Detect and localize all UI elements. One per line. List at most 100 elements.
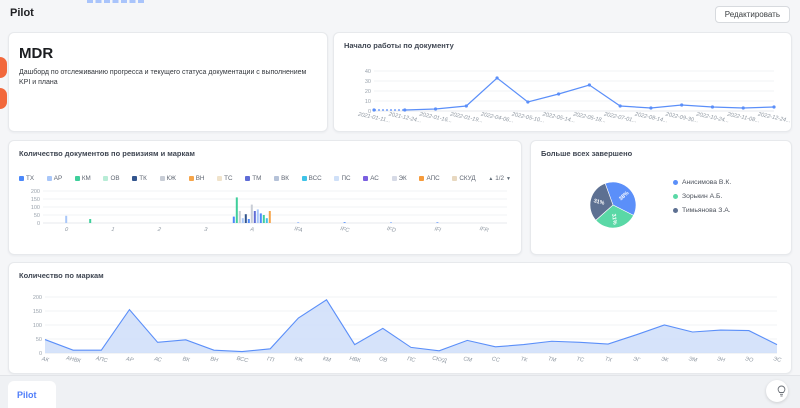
- y-tick-label: 50: [36, 337, 42, 343]
- legend-item[interactable]: АС: [363, 175, 379, 182]
- legend-label: АС: [370, 175, 379, 182]
- y-tick-label: 150: [31, 197, 40, 203]
- x-tick-label: 2022-08-14...: [633, 111, 668, 124]
- area-chart-title: Количество по маркам: [19, 271, 781, 280]
- x-tick-label: ВК: [182, 356, 191, 363]
- bar: [436, 222, 438, 223]
- x-tick-label: 2022-01-19...: [449, 111, 484, 124]
- legend-label: КЖ: [167, 175, 176, 182]
- left-edge-handle[interactable]: [0, 88, 7, 109]
- pie-chart-card: Больше всех завершено 38%31%31% Анисимов…: [530, 140, 792, 255]
- bar: [254, 211, 256, 223]
- legend-item[interactable]: АПС: [419, 175, 439, 182]
- bar: [236, 197, 238, 223]
- data-point: [619, 104, 622, 107]
- x-tick-label: ВСС: [236, 356, 250, 364]
- bar: [245, 214, 247, 223]
- x-tick-label: 2: [156, 227, 162, 234]
- legend-item[interactable]: КЖ: [160, 175, 176, 182]
- y-tick-label: 200: [31, 189, 40, 195]
- data-point: [403, 108, 406, 111]
- x-tick-label: ТМ: [547, 356, 557, 364]
- legend-page-up-icon[interactable]: ▲: [488, 176, 493, 182]
- x-tick-label: ЭН: [716, 356, 726, 364]
- data-point: [434, 107, 437, 110]
- y-tick-label: 100: [33, 323, 42, 329]
- bar: [344, 222, 346, 223]
- bar: [266, 218, 268, 223]
- x-tick-label: ГП: [266, 356, 275, 364]
- legend-item[interactable]: ПС: [334, 175, 350, 182]
- x-tick-label: СКУД: [432, 356, 448, 365]
- legend-label: ВСС: [309, 175, 322, 182]
- x-tick-label: АР: [124, 356, 134, 364]
- legend-item[interactable]: Зорькин А.Б.: [673, 193, 731, 200]
- lightbulb-button[interactable]: [766, 380, 788, 402]
- mdr-card-description: Дашборд по отслеживанию прогресса и теку…: [19, 68, 315, 88]
- legend-item[interactable]: ОВ: [103, 175, 119, 182]
- legend-swatch: [160, 176, 165, 181]
- legend-item[interactable]: АР: [47, 175, 62, 182]
- legend-label: ТС: [224, 175, 232, 182]
- legend-page-down-icon[interactable]: ▼: [506, 176, 511, 182]
- x-tick-label: 0: [64, 227, 69, 234]
- data-point: [742, 106, 745, 109]
- x-tick-label: 2021-01-11...: [357, 111, 391, 124]
- legend-swatch: [334, 176, 339, 181]
- edit-button[interactable]: Редактировать: [715, 6, 790, 23]
- y-tick-label: 50: [34, 213, 40, 219]
- legend-item[interactable]: ТК: [132, 175, 147, 182]
- legend-swatch: [302, 176, 307, 181]
- x-tick-label: ВН: [210, 356, 220, 364]
- bar: [257, 209, 259, 223]
- y-tick-label: 150: [33, 309, 42, 315]
- legend-item[interactable]: ТС: [217, 175, 232, 182]
- mdr-card: MDR Дашборд по отслеживанию прогресса и …: [8, 32, 328, 132]
- legend-item[interactable]: СКУД: [452, 175, 475, 182]
- legend-item[interactable]: Анисимова В.К.: [673, 179, 731, 186]
- mdr-card-title: MDR: [19, 45, 317, 62]
- x-tick-label: ЭГ: [632, 356, 641, 364]
- x-tick-label: ЭК: [660, 356, 669, 364]
- line-chart-title: Начало работы по документу: [344, 41, 781, 50]
- bar: [263, 215, 265, 223]
- left-edge-handle[interactable]: [0, 57, 7, 78]
- legend-page-indicator: 1/2: [495, 175, 504, 182]
- legend-swatch: [392, 176, 397, 181]
- legend-item[interactable]: ТХ: [19, 175, 34, 182]
- legend-swatch: [673, 194, 678, 199]
- x-tick-label: СС: [491, 356, 501, 364]
- x-tick-label: IFD: [386, 226, 396, 234]
- data-point: [557, 92, 560, 95]
- legend-label: ТМ: [252, 175, 261, 182]
- x-tick-label: ПС: [407, 356, 417, 364]
- legend-item[interactable]: ВН: [189, 175, 205, 182]
- bar: [269, 211, 271, 223]
- x-tick-label: 2022-10-24...: [695, 111, 730, 124]
- legend-item[interactable]: ВК: [274, 175, 289, 182]
- legend-swatch: [47, 176, 52, 181]
- x-tick-label: IFA: [294, 226, 304, 234]
- legend-item[interactable]: КМ: [75, 175, 91, 182]
- legend-item[interactable]: ВСС: [302, 175, 322, 182]
- x-tick-label: IFI: [434, 226, 442, 233]
- x-tick-label: 2022-09-30...: [664, 111, 699, 124]
- x-tick-label: 2021-12-24...: [387, 111, 422, 124]
- page-title: Pilot: [10, 7, 34, 19]
- legend-item[interactable]: Тимьянова З.А.: [673, 207, 731, 214]
- y-tick-label: 40: [365, 69, 371, 75]
- x-tick-label: АПС: [94, 356, 109, 365]
- legend-item[interactable]: ЭК: [392, 175, 407, 182]
- legend-item[interactable]: ТМ: [245, 175, 261, 182]
- legend-label: ЭК: [399, 175, 407, 182]
- footer-tab-pilot[interactable]: Pilot: [8, 381, 56, 408]
- selection-dash-border: [87, 0, 144, 3]
- pie-chart-title: Больше всех завершено: [541, 149, 781, 158]
- y-tick-label: 100: [31, 205, 40, 211]
- x-tick-label: КЖ: [294, 356, 304, 364]
- x-tick-label: 2022-04-06...: [479, 111, 514, 124]
- x-tick-label: 2022-07-01...: [602, 111, 637, 124]
- pie-chart-legend: Анисимова В.К. Зорькин А.Б. Тимьянова З.А.: [673, 179, 731, 214]
